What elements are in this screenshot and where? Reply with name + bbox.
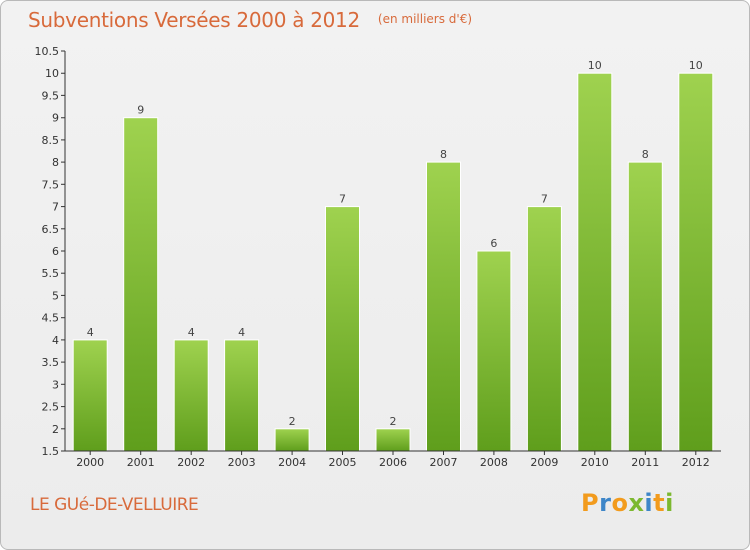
logo-letter: i [665,489,674,517]
x-tick-label-2010: 2010 [581,456,609,469]
title-row: Subventions Versées 2000 à 2012 (en mill… [28,8,472,32]
data-label-2006: 2 [390,415,397,428]
data-label-2003: 4 [238,326,245,339]
y-tick-label-5: 5 [52,289,59,302]
bar-2011 [627,161,663,452]
x-tick-label-2007: 2007 [430,456,458,469]
y-tick-label-8: 8 [52,156,59,169]
bar-2006 [375,428,411,452]
data-label-2011: 8 [642,148,649,161]
data-label-2001: 9 [137,104,144,117]
y-tick-label-9: 9 [52,112,59,125]
x-tick-label-2008: 2008 [480,456,508,469]
data-label-2005: 7 [339,193,346,206]
bar-2000 [72,339,108,452]
bar-2002 [173,339,209,452]
y-tick-label-1.5: 1.5 [42,445,60,458]
bar-2008 [476,250,512,452]
y-tick-label-10: 10 [45,67,59,80]
chart-title: Subventions Versées 2000 à 2012 [28,8,360,32]
logo-letter: t [653,489,666,517]
bar-2004 [274,428,310,452]
y-tick-label-3.5: 3.5 [42,356,60,369]
data-label-2004: 2 [289,415,296,428]
x-tick-label-2005: 2005 [329,456,357,469]
bar-2012 [678,72,714,452]
y-tick-label-4.5: 4.5 [42,312,60,325]
y-tick-label-2: 2 [52,423,59,436]
logo-letter: r [599,489,612,517]
bar-2005 [325,206,360,452]
x-tick-label-2009: 2009 [530,456,558,469]
y-tick-label-7.5: 7.5 [42,178,60,191]
logo-letter: P [581,489,600,517]
x-tick-label-2001: 2001 [127,456,155,469]
data-label-2010: 10 [588,59,602,72]
proxiti-logo: Proxiti [581,489,674,517]
y-tick-label-6: 6 [52,245,59,258]
y-tick-label-10.5: 10.5 [35,45,60,58]
bar-2001 [123,117,159,452]
y-tick-label-8.5: 8.5 [42,134,60,147]
x-tick-label-2011: 2011 [631,456,659,469]
y-tick-label-5.5: 5.5 [42,267,60,280]
data-label-2007: 8 [440,148,447,161]
y-tick-label-2.5: 2.5 [42,401,60,414]
bar-group: 4 9 4 4 2 7 2 8 6 7 10 8 10 [72,59,714,452]
y-tick-label-7: 7 [52,201,59,214]
chart-subtitle: (en milliers d'€) [377,12,473,26]
y-tick-label-4: 4 [52,334,59,347]
y-tick-label-9.5: 9.5 [42,89,60,102]
logo-letter: i [644,489,654,517]
place-name: LE GUé-DE-VELLUIRE [30,495,199,515]
logo-letter: x [628,489,645,517]
x-tick-label-2006: 2006 [379,456,407,469]
logo-letter: o [611,489,629,517]
x-tick-label-2003: 2003 [228,456,256,469]
bar-2009 [526,206,562,452]
data-label-2009: 7 [541,193,548,206]
x-tick-label-2012: 2012 [682,456,710,469]
x-tick-label-2002: 2002 [177,456,205,469]
axes-group: 2000 2001 2002 2003 2004 2005 2006 2007 2008 2009… [35,45,721,469]
x-tick-label-2000: 2000 [76,456,104,469]
bar-2007 [426,161,461,452]
data-label-2002: 4 [188,326,195,339]
data-label-2000: 4 [87,326,94,339]
data-label-2012: 10 [689,59,703,72]
y-tick-label-6.5: 6.5 [42,223,60,236]
bar-2010 [577,72,613,452]
x-tick-label-2004: 2004 [278,456,306,469]
y-tick-label-3: 3 [52,378,59,391]
data-label-2008: 6 [490,237,497,250]
bar-2003 [224,339,260,452]
